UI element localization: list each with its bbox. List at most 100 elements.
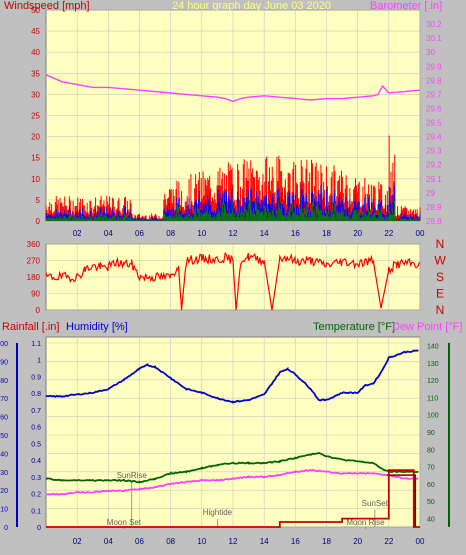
dewpoint-axis-title: Dew Point [°F] [392,321,462,333]
barometer-tick-label: 29.9 [426,62,442,71]
rainfall-tick-label: 0.3 [31,475,41,482]
compass-label: N [436,237,445,251]
humidity-tick-label: 70 [0,396,8,403]
humidity-tick-label: 20 [0,488,8,495]
compass-label: N [436,303,445,317]
barometer-tick-label: 28.9 [426,203,442,212]
compass-label: S [436,270,444,284]
x-tick-label: 20 [353,537,362,546]
humidity-tick-label: 100 [0,341,8,348]
barometer-series [45,74,421,103]
rainfall-tick-label: 0.9 [31,374,41,381]
windspeed-tick-label: 5 [36,196,41,205]
rainfall-tick-label: 0.6 [31,425,41,432]
rainfall-tick-label: 0.5 [31,441,41,448]
x-tick-label: 00 [416,229,425,238]
wind-x-tick-labels: 02 04 06 08 10 12 14 16 18 20 22 00 [73,229,425,238]
barometer-tick-label: 29.6 [426,104,442,113]
climate-line [45,452,419,484]
windspeed-tick-label: 50 [31,6,40,15]
rainfall-tick-label: 0.8 [31,391,41,398]
humidity-tick-label: 10 [0,507,8,514]
rainfall-rate-line [387,474,417,527]
barometer-tick-label: 29.1 [426,175,442,184]
humidity-tick-label: 30 [0,470,8,477]
x-tick-label: 12 [229,537,238,546]
x-tick-label: 06 [135,537,144,546]
barometer-tick-label: 30.1 [426,34,442,43]
windspeed-tick-label: 10 [31,175,40,184]
x-tick-label: 16 [291,229,300,238]
rainfall-tick-label: 0 [37,525,41,532]
barometer-tick-label: 28.8 [426,217,442,226]
temperature-tick-label: 130 [427,361,439,368]
x-tick-label: 10 [197,229,206,238]
temperature-tick-label: 90 [427,430,435,437]
windspeed-bars [45,135,421,221]
x-tick-label: 14 [260,229,269,238]
x-tick-label: 12 [229,229,238,238]
event-label: Hightide [203,508,233,517]
climate-tick-labels: 010203040506070809010000.10.20.30.40.50.… [0,341,439,546]
humidity-tick-label: 50 [0,433,8,440]
x-tick-label: 20 [353,229,362,238]
wind-direction-series [45,251,420,311]
barometer-tick-label: 29.3 [426,147,442,156]
rainfall-axis-title: Rainfall [.in] [2,321,59,333]
barometer-tick-labels: 28.8 28.9 29 29.1 29.2 29.3 29.4 29.5 29.6 29.7 29… [426,20,442,226]
barometer-tick-label: 29.5 [426,119,442,128]
compass-label: E [436,287,444,301]
x-tick-label: 22 [384,229,393,238]
x-tick-label: 02 [73,537,82,546]
x-tick-label: 08 [166,537,175,546]
x-tick-label: 14 [260,537,269,546]
windspeed-axis-title: Windspeed [mph] [4,0,90,12]
temperature-tick-label: 100 [427,413,439,420]
humidity-tick-label: 90 [0,359,8,366]
rainfall-tick-label: 0.4 [31,458,41,465]
direction-tick-label: 180 [27,273,41,282]
x-tick-label: 06 [135,229,144,238]
barometer-tick-label: 29.8 [426,76,442,85]
x-tick-label: 18 [322,537,331,546]
windspeed-tick-label: 0 [36,217,41,226]
event-label: Moon Rise [346,518,385,527]
temperature-axis-title: Temperature [°F] [313,321,395,333]
x-tick-label: 10 [197,537,206,546]
temperature-tick-label: 40 [427,516,435,523]
temperature-tick-label: 110 [427,395,438,402]
barometer-line [45,74,421,103]
rainfall-tick-label: 0.1 [31,508,41,515]
climate-line [46,469,420,528]
humidity-tick-label: 60 [0,415,8,422]
windspeed-tick-labels: 0 5 10 15 20 25 30 35 40 45 50 [31,6,40,226]
event-label: SunRise [117,471,148,480]
x-tick-label: 16 [291,537,300,546]
windspeed-tick-label: 15 [31,154,40,163]
rainfall-tick-label: 0.7 [31,408,41,415]
barometer-tick-label: 29.7 [426,90,442,99]
humidity-axis-title: Humidity [%] [66,321,128,333]
direction-tick-labels: 0 90 180 270 360 [27,240,41,315]
barometer-tick-label: 30 [426,48,435,57]
temperature-tick-label: 120 [427,378,439,385]
temperature-tick-label: 140 [427,344,439,351]
temperature-tick-label: 50 [427,499,435,506]
barometer-axis-title: Barometer [.in] [370,0,442,12]
x-tick-label: 02 [73,229,82,238]
event-label: Moon Set [107,518,142,527]
direction-tick-label: 90 [31,290,40,299]
event-label: SunSet [362,499,389,508]
climate-series [45,349,420,528]
temperature-tick-label: 70 [427,465,435,472]
rainfall-tick-label: 1.1 [31,341,41,348]
chart-title: 24 hour graph day June 03 2020 [172,0,331,12]
barometer-tick-label: 29.2 [426,161,442,170]
direction-tick-label: 270 [27,257,41,266]
x-tick-label: 04 [104,537,113,546]
windspeed-tick-label: 30 [31,90,40,99]
windspeed-tick-label: 35 [31,69,40,78]
direction-tick-label: 360 [27,240,41,249]
